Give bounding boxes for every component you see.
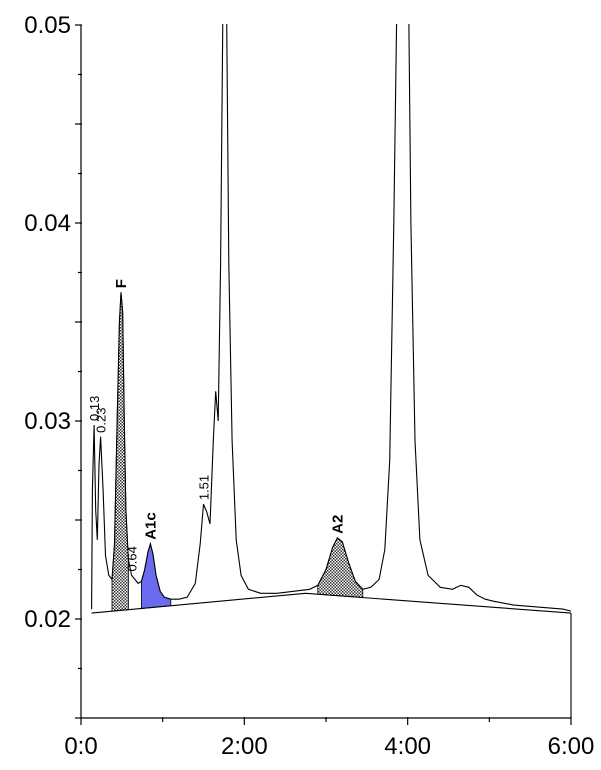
peak-label: 0.13 [87, 396, 102, 421]
x-tick-label: 6:00 [548, 733, 595, 760]
x-tick-label: 4:00 [384, 733, 431, 760]
peak-label: 0.64 [125, 546, 140, 571]
axes: 0.02 0.03 0.04 0.05 0:0 2:00 4:00 6:00 [24, 12, 594, 760]
peak-label: F [113, 279, 130, 288]
x-tick-label: 2:00 [221, 733, 268, 760]
peak-label: 0.23 [94, 408, 109, 433]
y-tick-label: 0.05 [24, 12, 71, 39]
y-tick-label: 0.04 [24, 210, 71, 237]
peak-label: 1.51 [197, 475, 212, 500]
chromatogram-trace [91, 24, 572, 612]
peak-label: A2 [329, 515, 346, 534]
shaded-peak-areas [111, 292, 364, 612]
y-tick-label: 0.02 [24, 606, 71, 633]
baseline-line [91, 592, 572, 614]
y-tick-label: 0.03 [24, 408, 71, 435]
shaded-peak-a2 [317, 537, 364, 598]
x-tick-label: 0:0 [64, 733, 97, 760]
peak-label: A1c [142, 512, 159, 540]
trace-layer [91, 24, 572, 718]
